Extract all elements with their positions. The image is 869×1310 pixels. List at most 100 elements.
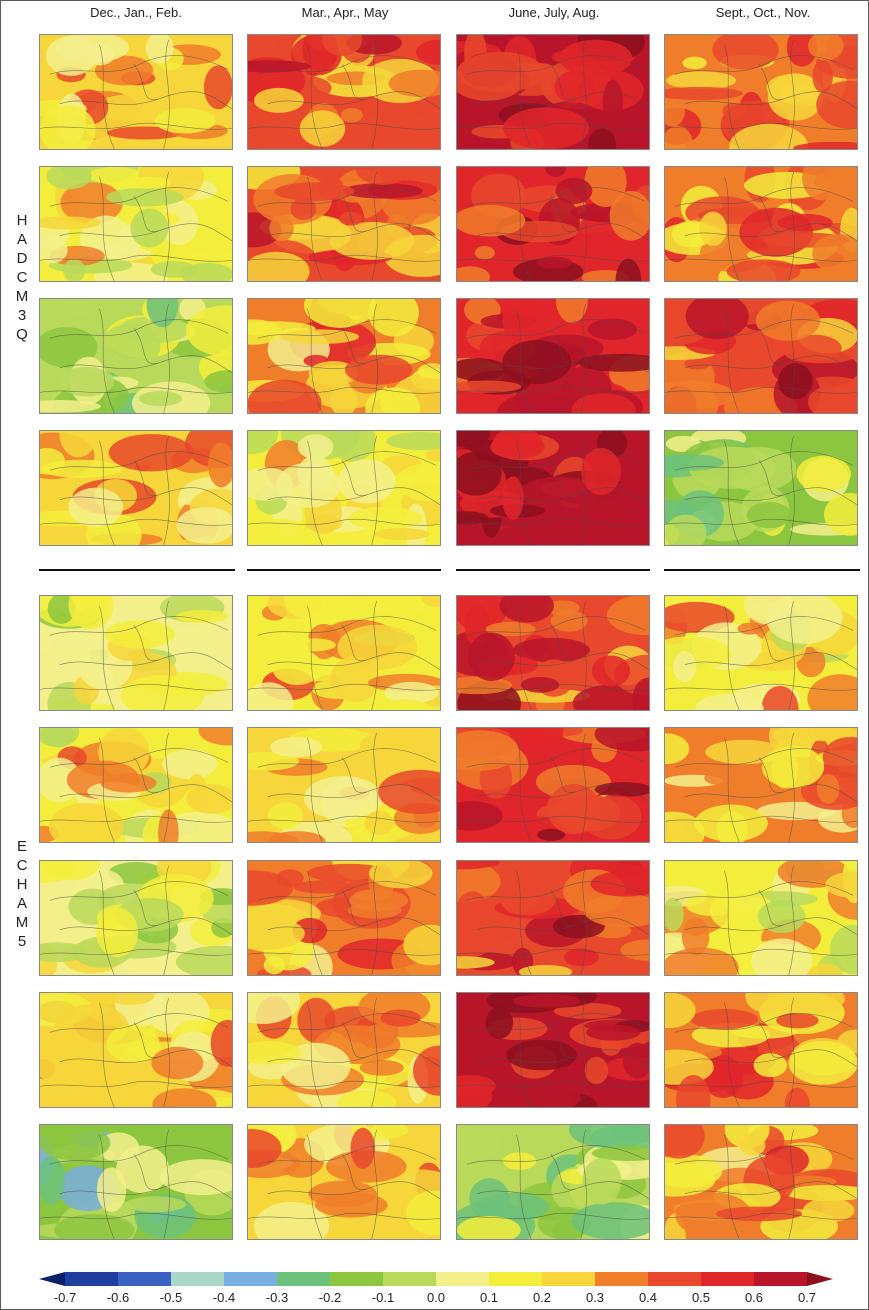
anomaly-blob xyxy=(587,318,638,341)
anomaly-blob xyxy=(253,1201,330,1239)
anomaly-blob xyxy=(816,773,840,804)
country-border xyxy=(788,1129,795,1239)
country-border xyxy=(788,600,795,710)
country-border xyxy=(466,187,646,207)
anomaly-blob xyxy=(602,79,623,125)
anomaly-blob xyxy=(457,358,507,381)
anomaly-blob xyxy=(304,514,343,532)
anomaly-blob xyxy=(609,190,649,241)
anomaly-blob xyxy=(330,385,358,413)
colorbar-tick-label: -0.4 xyxy=(212,1290,236,1305)
anomaly-blob xyxy=(248,379,322,413)
anomaly-blob xyxy=(380,1009,421,1027)
anomaly-blob xyxy=(198,728,232,746)
colorbar-segment xyxy=(330,1272,384,1286)
country-border xyxy=(163,1129,170,1239)
country-border xyxy=(550,196,576,232)
colorbar-min-extension xyxy=(39,1272,65,1286)
anomaly-blob xyxy=(425,448,440,462)
anomaly-blob xyxy=(766,596,843,644)
anomaly-blob xyxy=(537,828,566,841)
anomaly-blob xyxy=(502,340,572,385)
map-panel xyxy=(247,1124,441,1240)
anomaly-blob xyxy=(776,1012,819,1029)
country-border xyxy=(163,171,170,281)
country-border xyxy=(788,865,795,975)
country-border xyxy=(724,870,740,975)
country-border xyxy=(163,732,170,842)
country-border xyxy=(341,64,367,100)
anomaly-blob xyxy=(590,871,649,897)
country-border xyxy=(133,625,159,661)
map-panel xyxy=(247,34,441,150)
anomaly-blob xyxy=(739,1135,766,1156)
country-border xyxy=(257,881,437,901)
anomaly-blob xyxy=(106,1024,160,1063)
country-border xyxy=(550,1154,576,1190)
country-border xyxy=(758,890,784,926)
anomaly-blob xyxy=(493,431,543,458)
anomaly-blob xyxy=(726,259,801,281)
anomaly-blob xyxy=(267,802,304,830)
country-border xyxy=(99,176,115,281)
map-panel xyxy=(39,992,233,1108)
anomaly-blob xyxy=(329,222,415,260)
country-border xyxy=(371,171,378,281)
anomaly-blob xyxy=(185,305,232,357)
map-panel xyxy=(39,595,233,711)
anomaly-blob xyxy=(40,216,102,230)
anomaly-blob xyxy=(338,211,363,226)
anomaly-blob xyxy=(248,1185,284,1207)
country-border xyxy=(674,451,854,471)
anomaly-blob xyxy=(665,1049,714,1085)
anomaly-blob xyxy=(684,357,711,370)
map-panel xyxy=(664,166,858,282)
country-border xyxy=(457,1212,649,1220)
colorbar-segment xyxy=(489,1272,543,1286)
country-border xyxy=(49,1145,229,1165)
colorbar-segment xyxy=(701,1272,755,1286)
country-border xyxy=(788,732,795,842)
country-border xyxy=(133,1022,159,1058)
country-border xyxy=(724,440,740,545)
anomaly-blob xyxy=(290,197,317,221)
country-border xyxy=(341,196,367,232)
anomaly-blob xyxy=(457,676,513,695)
anomaly-blob xyxy=(152,1088,217,1107)
anomaly-blob xyxy=(248,104,264,149)
country-border xyxy=(307,737,323,842)
anomaly-blob xyxy=(778,363,813,400)
country-border xyxy=(40,518,232,526)
anomaly-blob xyxy=(337,624,418,670)
anomaly-blob xyxy=(120,675,205,710)
anomaly-blob xyxy=(457,932,491,960)
anomaly-blob xyxy=(665,514,707,545)
anomaly-blob xyxy=(412,1045,440,1096)
map-panel xyxy=(247,166,441,282)
anomaly-blob xyxy=(322,35,363,56)
country-border xyxy=(466,451,646,471)
anomaly-blob xyxy=(457,861,501,903)
anomaly-blob xyxy=(520,676,560,693)
country-border xyxy=(257,55,437,75)
anomaly-blob xyxy=(555,177,593,205)
anomaly-blob xyxy=(586,1024,641,1041)
anomaly-blob xyxy=(512,993,581,1008)
map-panel xyxy=(664,595,858,711)
map-panel xyxy=(664,1124,858,1240)
country-border xyxy=(466,55,646,75)
map-panel xyxy=(39,727,233,843)
anomaly-blob xyxy=(666,71,737,90)
map-panel xyxy=(247,430,441,546)
anomaly-blob xyxy=(715,1206,803,1222)
anomaly-blob xyxy=(777,213,833,232)
anomaly-blob xyxy=(503,107,590,149)
country-border xyxy=(724,737,740,842)
map-panel xyxy=(456,595,650,711)
country-border xyxy=(674,1145,854,1165)
map-panel xyxy=(247,595,441,711)
anomaly-blob xyxy=(474,246,495,260)
anomaly-blob xyxy=(729,123,809,149)
anomaly-blob xyxy=(303,299,376,328)
